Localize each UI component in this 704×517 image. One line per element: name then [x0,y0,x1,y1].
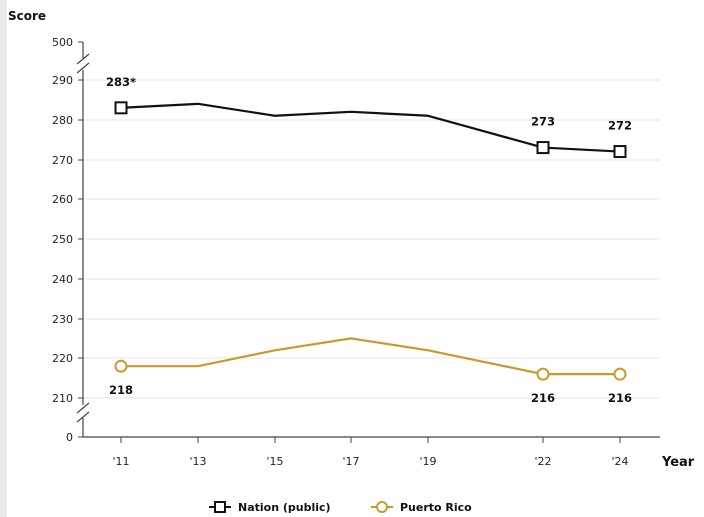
y-tick-label: 240 [52,273,73,286]
data-label: 272 [608,119,632,133]
series [114,101,627,381]
y-tick-label: 210 [52,392,73,405]
x-tick-label: '15 [266,455,283,468]
axis-break-mark [76,411,90,423]
x-tick-label: '19 [419,455,436,468]
y-tick-label: 280 [52,114,73,127]
y-tick-label: 220 [52,352,73,365]
axis-break-mark [76,53,90,65]
data-point-marker [114,359,128,373]
data-label: 218 [109,383,133,397]
axis-break-mark [76,402,90,414]
legend-label: Puerto Rico [400,501,472,514]
legend-square-marker [214,501,226,513]
data-labels: 283* 273 272 218 216 216 [106,75,632,405]
data-label: 273 [531,115,555,129]
y-tick-label: 270 [52,154,73,167]
y-tick-labels: 500 290 280 270 260 250 240 230 220 210 0 [52,36,73,444]
data-label: 216 [608,391,632,405]
x-tick-labels: '11 '13 '15 '17 '19 '22 '24 [112,455,628,468]
left-sidebar-strip [0,0,7,517]
data-point-marker [536,367,550,381]
grid-lines [83,79,660,399]
y-tick-label: 250 [52,233,73,246]
x-tick-label: '24 [611,455,628,468]
data-label: 283* [106,75,136,89]
y-tick-label: 290 [52,74,73,87]
axes [76,41,660,443]
x-tick-label: '22 [534,455,551,468]
data-label: 216 [531,391,555,405]
data-point-marker [114,101,128,115]
data-point-marker [613,367,627,381]
legend-circle-marker [376,501,388,513]
x-tick-label: '13 [189,455,206,468]
data-point-marker [613,145,627,159]
y-tick-label: 0 [66,431,73,444]
legend: Nation (public) Puerto Rico [209,501,472,514]
y-tick-label: 230 [52,313,73,326]
x-tick-label: '11 [112,455,129,468]
legend-label: Nation (public) [238,501,331,514]
x-tick-label: '17 [342,455,359,468]
x-axis-title: Year [661,455,695,470]
y-axis-title: Score [8,9,46,23]
y-tick-label: 260 [52,193,73,206]
axis-break-mark [76,62,90,74]
y-tick-label: 500 [52,36,73,49]
data-point-marker [536,141,550,155]
